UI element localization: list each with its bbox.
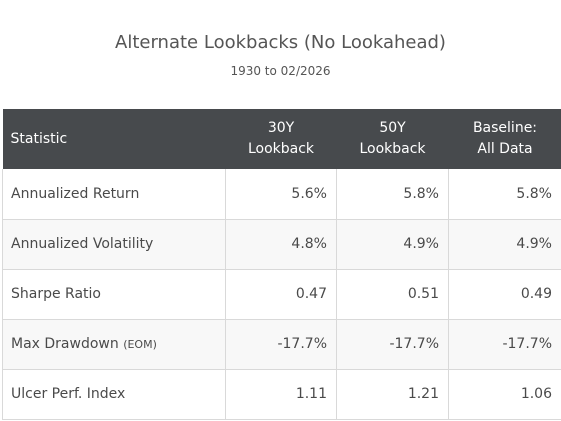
row-label-text: Annualized Return xyxy=(11,185,140,202)
table-body: Annualized Return 5.6% 5.8% 5.8% Annuali… xyxy=(2,169,561,420)
cell-50y: 5.8% xyxy=(336,169,449,220)
row-label-text: Annualized Volatility xyxy=(11,236,154,252)
table-row-annualized-volatility: Annualized Volatility 4.8% 4.9% 4.9% xyxy=(2,219,561,270)
cell-30y: 0.47 xyxy=(225,269,337,320)
column-header-line1: 30Y xyxy=(267,120,295,136)
column-header-line2: Lookback xyxy=(247,141,315,157)
row-label: Annualized Volatility xyxy=(2,219,226,270)
row-label: Max Drawdown (EOM) xyxy=(2,319,226,370)
column-header-30y-lookback: 30Y Lookback xyxy=(226,109,337,169)
column-header-baseline: Baseline: All Data xyxy=(449,109,561,169)
cell-baseline: 0.49 xyxy=(448,269,561,320)
table-title: Alternate Lookbacks (No Lookahead) xyxy=(115,32,446,53)
cell-baseline: -17.7% xyxy=(448,319,561,370)
row-label-text: Ulcer Perf. Index xyxy=(11,386,126,402)
cell-baseline: 5.8% xyxy=(448,169,561,220)
cell-30y: 4.8% xyxy=(225,219,337,270)
table-row-annualized-return: Annualized Return 5.6% 5.8% 5.8% xyxy=(2,169,561,220)
row-label-note: (EOM) xyxy=(123,338,157,351)
column-header-line2: All Data xyxy=(477,141,533,157)
column-header-label: Statistic xyxy=(10,130,68,147)
cell-30y: 5.6% xyxy=(225,169,337,220)
header-row: Statistic 30Y Lookback 50Y Lookback Base… xyxy=(2,109,561,169)
column-header-line1: 50Y xyxy=(379,120,406,136)
cell-baseline: 1.06 xyxy=(448,369,561,420)
row-label-text: Sharpe Ratio xyxy=(11,286,101,302)
column-header-line1: Baseline: xyxy=(472,120,538,136)
cell-50y: 1.21 xyxy=(336,369,449,420)
row-label: Ulcer Perf. Index xyxy=(2,369,226,420)
table-header: Statistic 30Y Lookback 50Y Lookback Base… xyxy=(2,109,561,169)
row-label: Annualized Return xyxy=(2,169,226,220)
cell-50y: -17.7% xyxy=(336,319,449,370)
date-range-subtitle: 1930 to 02/2026 xyxy=(230,64,331,78)
cell-30y: 1.11 xyxy=(225,369,337,420)
column-header-50y-lookback: 50Y Lookback xyxy=(337,109,449,169)
column-header-line2: Lookback xyxy=(359,141,426,157)
table-row-sharpe-ratio: Sharpe Ratio 0.47 0.51 0.49 xyxy=(2,269,561,320)
column-header-statistic: Statistic xyxy=(3,109,226,169)
row-label-text: Max Drawdown xyxy=(11,336,119,352)
row-label: Sharpe Ratio xyxy=(2,269,226,320)
cell-baseline: 4.9% xyxy=(448,219,561,270)
cell-50y: 4.9% xyxy=(336,219,449,270)
cell-50y: 0.51 xyxy=(336,269,449,320)
table-row-ulcer-perf-index: Ulcer Perf. Index 1.11 1.21 1.06 xyxy=(2,369,561,420)
cell-30y: -17.7% xyxy=(225,319,337,370)
statistics-table: Statistic 30Y Lookback 50Y Lookback Base… xyxy=(2,109,561,420)
table-row-max-drawdown: Max Drawdown (EOM) -17.7% -17.7% -17.7% xyxy=(2,319,561,370)
